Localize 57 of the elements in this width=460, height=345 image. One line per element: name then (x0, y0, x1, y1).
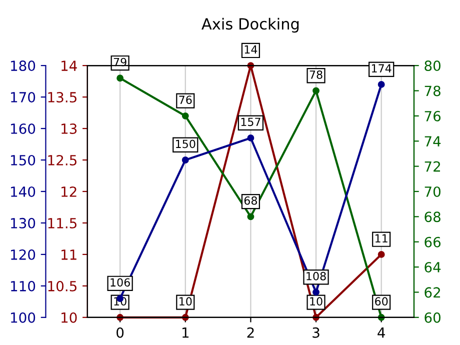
y3-tick-label: 110 (11, 280, 36, 292)
point (247, 134, 254, 142)
data-label: 11 (375, 234, 388, 242)
y-tick-label: 12 (62, 186, 76, 197)
y3-tick-label: 170 (11, 92, 36, 103)
point (182, 156, 189, 164)
y2-tick-label: 70 (424, 186, 440, 197)
y3-tick-label: 140 (11, 186, 36, 197)
x-tick-label: 4 (378, 328, 385, 338)
x-tick-label: 2 (247, 327, 254, 338)
y3-tick-label: 100 (11, 312, 36, 323)
y-tick-label: 10 (62, 312, 77, 323)
point (247, 213, 254, 220)
data-label: 10 (180, 297, 192, 306)
point (378, 80, 385, 88)
y2-tick-label: 76 (424, 110, 441, 122)
data-label: 150 (176, 140, 196, 148)
x-tick-label: 0 (116, 327, 124, 338)
y3-tick-label: 120 (11, 249, 36, 260)
y2-tick-label: 74 (424, 136, 441, 146)
data-label: 106 (110, 278, 130, 287)
point (312, 288, 320, 296)
y3-tick-label: 180 (11, 60, 36, 72)
x-tick-label: 1 (182, 328, 189, 338)
y-tick-label: 11 (62, 250, 76, 260)
y3-tick-label: 150 (11, 154, 36, 166)
y-tick-label: 10.5 (48, 280, 76, 292)
y-tick-label: 13.5 (48, 92, 76, 103)
y-tick-label: 13 (62, 123, 77, 134)
y2-tick-label: 66 (424, 236, 441, 248)
point (116, 74, 124, 82)
data-label: 14 (244, 45, 258, 54)
y2-tick-label: 78 (424, 86, 440, 96)
data-label: 157 (241, 118, 260, 126)
y2-tick-label: 72 (424, 161, 440, 172)
y-tick-label: 11.5 (48, 218, 76, 228)
point (182, 112, 189, 120)
y-tick-label: 12.5 (48, 154, 76, 166)
data-label: 60 (375, 297, 388, 306)
y2-tick-label: 62 (424, 287, 440, 298)
data-label: 78 (310, 70, 322, 79)
y3-tick-label: 160 (11, 123, 36, 134)
x-tick-label: 3 (312, 327, 320, 338)
y2-tick-label: 64 (424, 262, 441, 273)
data-label: 108 (306, 272, 326, 280)
y2-tick-label: 60 (424, 312, 440, 323)
y-tick-label: 14 (62, 60, 77, 71)
point (312, 87, 320, 94)
point (378, 250, 385, 258)
y2-tick-label: 80 (424, 60, 440, 72)
data-label: 76 (179, 96, 192, 104)
y3-tick-label: 130 (11, 218, 36, 228)
data-label: 68 (244, 196, 258, 205)
y2-tick-label: 68 (424, 212, 440, 222)
data-label: 10 (310, 297, 322, 306)
data-label: 174 (372, 64, 392, 72)
chart-title: Axis Docking (202, 18, 299, 33)
